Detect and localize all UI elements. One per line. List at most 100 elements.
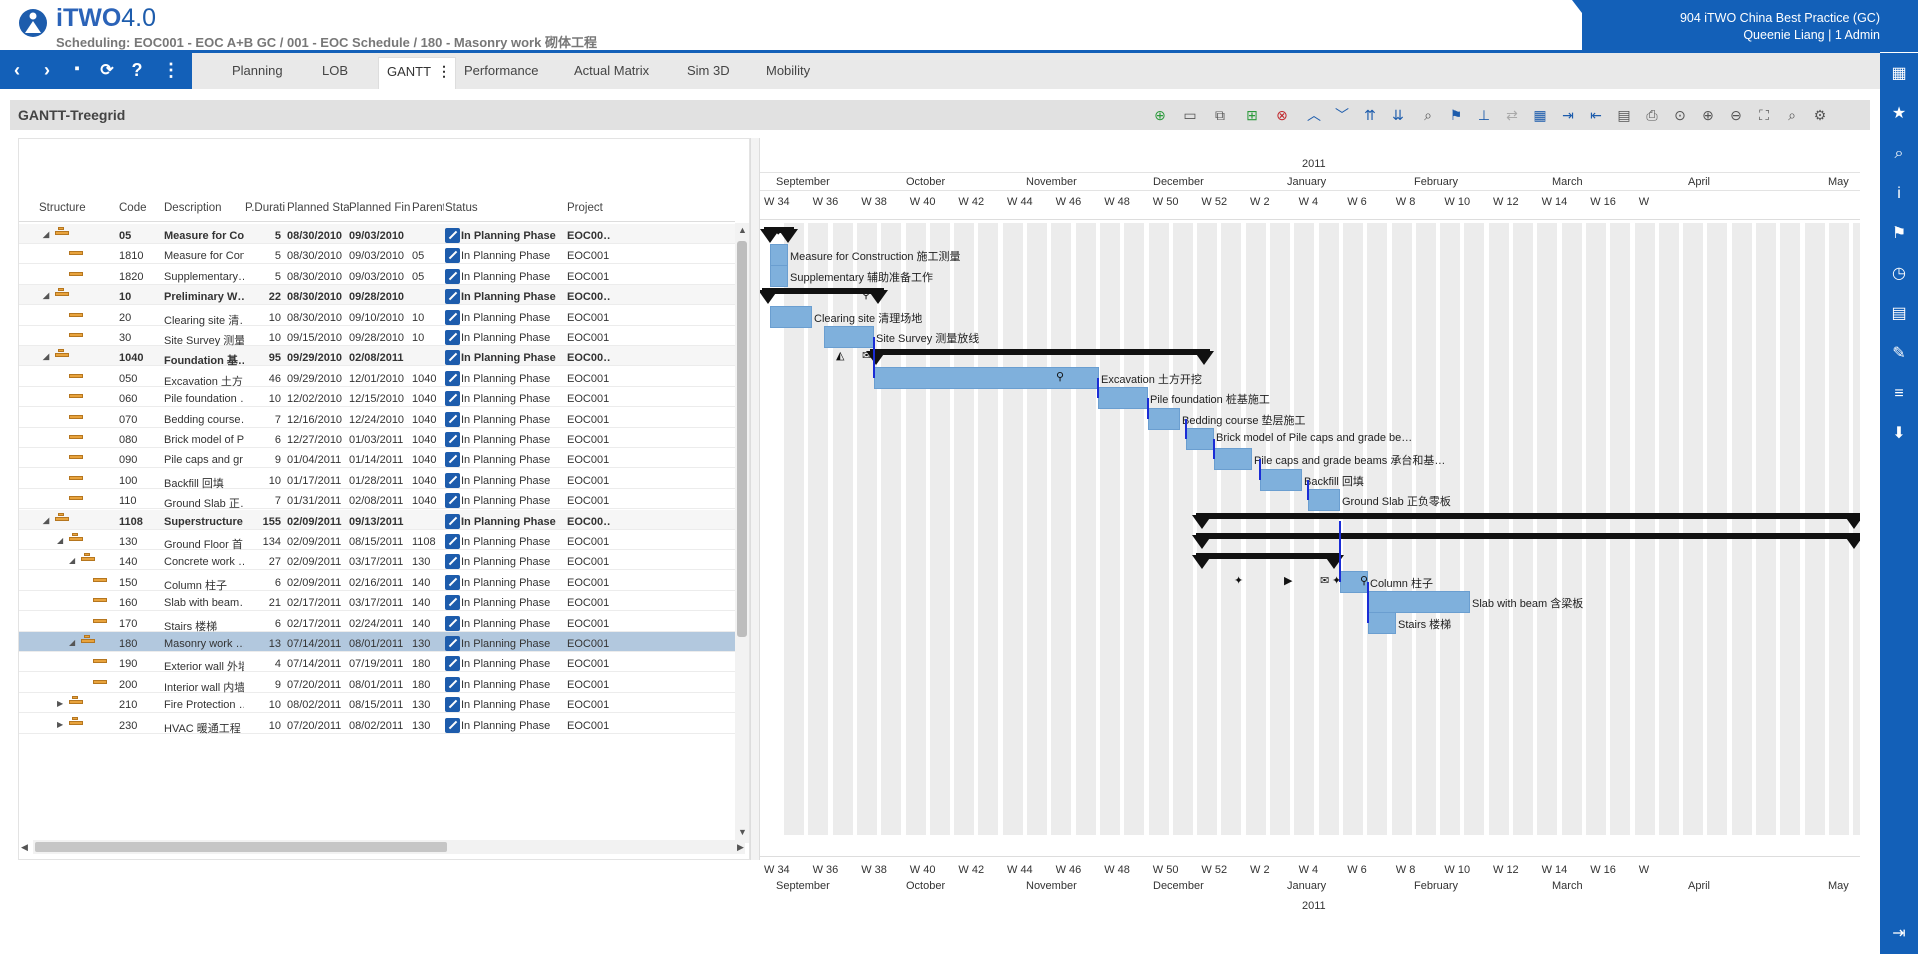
magic-wand-icon[interactable]: ✎ [1892,345,1906,362]
table-row[interactable]: 060 Pile foundation … 10 12/02/2010 12/15/20… [19,387,735,408]
add-folder-icon[interactable]: ▭ [1183,107,1197,123]
info-icon[interactable]: i [1897,185,1901,202]
scroll-left-icon[interactable]: ◀ [21,842,28,852]
collapse-icon[interactable]: ◢ [57,536,64,545]
table-row[interactable]: ▶ 210 Fire Protection … 10 08/02/2011 08/15/2… [19,693,735,714]
zoom-out-icon[interactable]: ⊖ [1730,107,1742,123]
link-icon[interactable]: ⇄ [1506,107,1518,123]
table-row[interactable]: 050 Excavation 土方… 46 09/29/2010 12/01/2010 1… [19,367,735,388]
download-icon[interactable]: ⬇ [1892,425,1906,442]
copy-icon[interactable]: ⧉ [1215,107,1225,123]
table-row[interactable]: ◢ 1108 Superstructure… 155 02/09/2011 09/13/2… [19,509,735,530]
scroll-thumb[interactable] [35,842,447,852]
pane-splitter[interactable] [750,138,760,860]
table-row[interactable]: 190 Exterior wall 外墙 4 07/14/2011 07/19/2011… [19,652,735,673]
indent-icon[interactable]: ⇥ [1562,107,1574,123]
collapse-icon[interactable]: ◢ [69,556,76,566]
table-row[interactable]: 100 Backfill 回填 10 01/17/2011 01/28/2011 1040… [19,469,735,490]
milestone-flag-icon[interactable]: ⚑ [1449,107,1463,123]
collapse-icon[interactable]: ◢ [69,638,76,647]
flag-icon[interactable]: ⚑ [1891,225,1907,242]
grid-horizontal-scrollbar[interactable] [33,840,745,854]
table-row[interactable]: 090 Pile caps and gr… 9 01/04/2011 01/14/201… [19,448,735,469]
save-icon[interactable]: ▪ [74,60,80,77]
zoom-search-icon[interactable]: ⌕ [1424,107,1432,123]
scroll-up-icon[interactable]: ▲ [738,225,747,235]
table-row[interactable]: ◢ 10 Preliminary W… 22 08/30/2010 09/28/2010 E… [19,285,735,306]
calendar-icon[interactable]: ▦ [1533,107,1547,123]
delete-icon[interactable]: ⊗ [1276,107,1288,123]
layers-icon[interactable]: ≡ [1894,385,1904,402]
folder-star-icon[interactable]: ★ [1891,105,1907,122]
user-info[interactable]: 904 iTWO China Best Practice (GC) Queeni… [1582,0,1918,52]
move-bottom-icon[interactable]: ⇊ [1392,107,1404,123]
search-icon[interactable]: ⌕ [1788,107,1796,123]
move-top-icon[interactable]: ⇈ [1364,107,1376,123]
tab-gantt-active[interactable]: GANTT ⋮ [378,57,456,89]
search-icon[interactable]: ⌕ [1894,145,1904,162]
table-row[interactable]: 150 Column 柱子 6 02/09/2011 02/16/2011 140 EOC0… [19,571,735,592]
expand-icon[interactable]: ▶ [57,719,64,729]
collapse-sidebar-icon[interactable]: ⇥ [1892,925,1906,942]
baseline-icon[interactable]: ⊥ [1477,107,1491,123]
table-row[interactable]: ◢ 130 Ground Floor 首… 134 02/09/2011 08/15/20… [19,530,735,551]
table-row[interactable]: 1810 Measure for Con… 5 08/30/2010 09/03/201… [19,244,735,265]
table-row[interactable]: 160 Slab with beam… 21 02/17/2011 03/17/2011… [19,591,735,612]
clock-icon[interactable]: ◷ [1892,265,1906,282]
collapse-icon[interactable]: ◢ [43,291,50,301]
collapse-icon[interactable]: ◢ [43,230,50,239]
column-header[interactable]: Description [164,202,222,214]
settings-gear-icon[interactable]: ⚙ [1813,107,1827,123]
forward-icon[interactable]: › [44,60,50,80]
tab-planning[interactable]: Planning [232,63,283,78]
add-subtask-icon[interactable]: ⊞ [1246,107,1258,123]
outdent-icon[interactable]: ⇤ [1590,107,1602,123]
column-header[interactable]: Planned Start [287,202,349,214]
help-icon[interactable]: ? [131,60,143,80]
table-row[interactable]: 20 Clearing site 清… 10 08/30/2010 09/10/2010… [19,306,735,327]
table-row[interactable]: 110 Ground Slab 正… 7 01/31/2011 02/08/2011 10… [19,489,735,510]
tab-lob[interactable]: LOB [322,63,349,78]
table-row[interactable]: 070 Bedding course… 7 12/16/2010 12/24/2010 1… [19,408,735,428]
document-icon[interactable]: ▤ [1891,305,1907,322]
expand-icon[interactable]: ▶ [57,699,64,709]
table-row[interactable]: ▶ 230 HVAC 暖通工程 10 07/20/2011 08/02/2011 130 EO… [19,714,735,735]
table-row[interactable]: 1820 Supplementary… 5 08/30/2010 09/03/2010 0… [19,265,735,285]
collapse-icon[interactable]: ◢ [43,352,50,362]
tab-performance[interactable]: Performance [464,63,539,78]
scroll-right-icon[interactable]: ▶ [737,842,744,852]
table-row[interactable]: ◢ 140 Concrete work … 27 02/09/2011 03/17/201… [19,550,735,571]
collapse-icon[interactable]: ◢ [43,515,50,525]
print-icon[interactable]: ⎙ [1646,107,1658,123]
scroll-thumb[interactable] [737,241,747,637]
tab-gantt[interactable]: GANTT [387,64,432,79]
back-icon[interactable]: ‹ [14,60,20,80]
column-header[interactable]: P.Duratio [245,202,285,214]
refresh-icon[interactable]: ⟳ [100,62,114,79]
tab-sim-3d[interactable]: Sim 3D [687,63,730,78]
table-row[interactable]: ◢ 05 Measure for Co… 5 08/30/2010 09/03/2010 E… [19,224,735,244]
move-up-icon[interactable]: ︿ [1307,107,1321,123]
zoom-fit-icon[interactable]: ⊙ [1674,107,1686,123]
column-header[interactable]: Parent [412,202,444,214]
tab-menu-icon[interactable]: ⋮ [437,63,451,79]
column-header[interactable]: Status [445,202,478,214]
table-row[interactable]: ◢ 1040 Foundation 基… 95 09/29/2010 02/08/2011… [19,346,735,367]
table-row[interactable]: 170 Stairs 楼梯 6 02/17/2011 02/24/2011 140 EOC0… [19,612,735,633]
column-header[interactable]: Structure [39,202,86,214]
grid-layout-icon[interactable]: ▦ [1891,65,1907,82]
tab-mobility[interactable]: Mobility [766,63,811,78]
export-icon[interactable]: ▤ [1617,107,1631,123]
column-header[interactable]: Code [119,202,147,214]
more-menu-icon[interactable]: ⋮ [162,60,180,80]
table-row[interactable]: 30 Site Survey 测量… 10 09/15/2010 09/28/2010 1… [19,326,735,347]
move-down-icon[interactable]: ﹀ [1335,107,1349,123]
table-row[interactable]: 080 Brick model of P… 6 12/27/2010 01/03/201… [19,428,735,448]
column-header[interactable]: Project [567,202,603,214]
tab-actual-matrix[interactable]: Actual Matrix [574,63,650,78]
column-header[interactable]: Planned Finish [349,202,411,214]
zoom-in-icon[interactable]: ⊕ [1702,107,1714,123]
add-record-icon[interactable]: ⊕ [1154,107,1166,123]
table-row[interactable]: 200 Interior wall 内墙 9 07/20/2011 08/01/2011… [19,673,735,694]
fullscreen-icon[interactable]: ⛶ [1759,107,1769,123]
